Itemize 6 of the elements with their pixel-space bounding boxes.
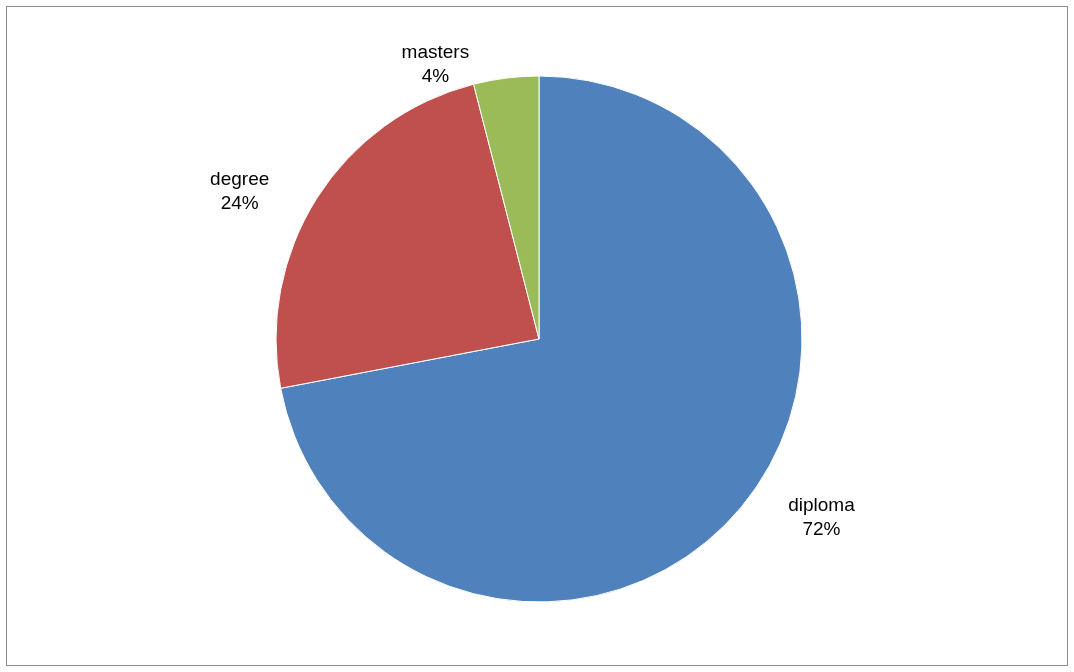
slice-label: degree (210, 167, 270, 189)
data-label: 24% (220, 191, 259, 213)
slice-label: diploma (788, 493, 856, 515)
slice-label: masters (401, 40, 470, 62)
data-label: 72% (802, 517, 841, 539)
data-label: 4% (421, 64, 450, 86)
